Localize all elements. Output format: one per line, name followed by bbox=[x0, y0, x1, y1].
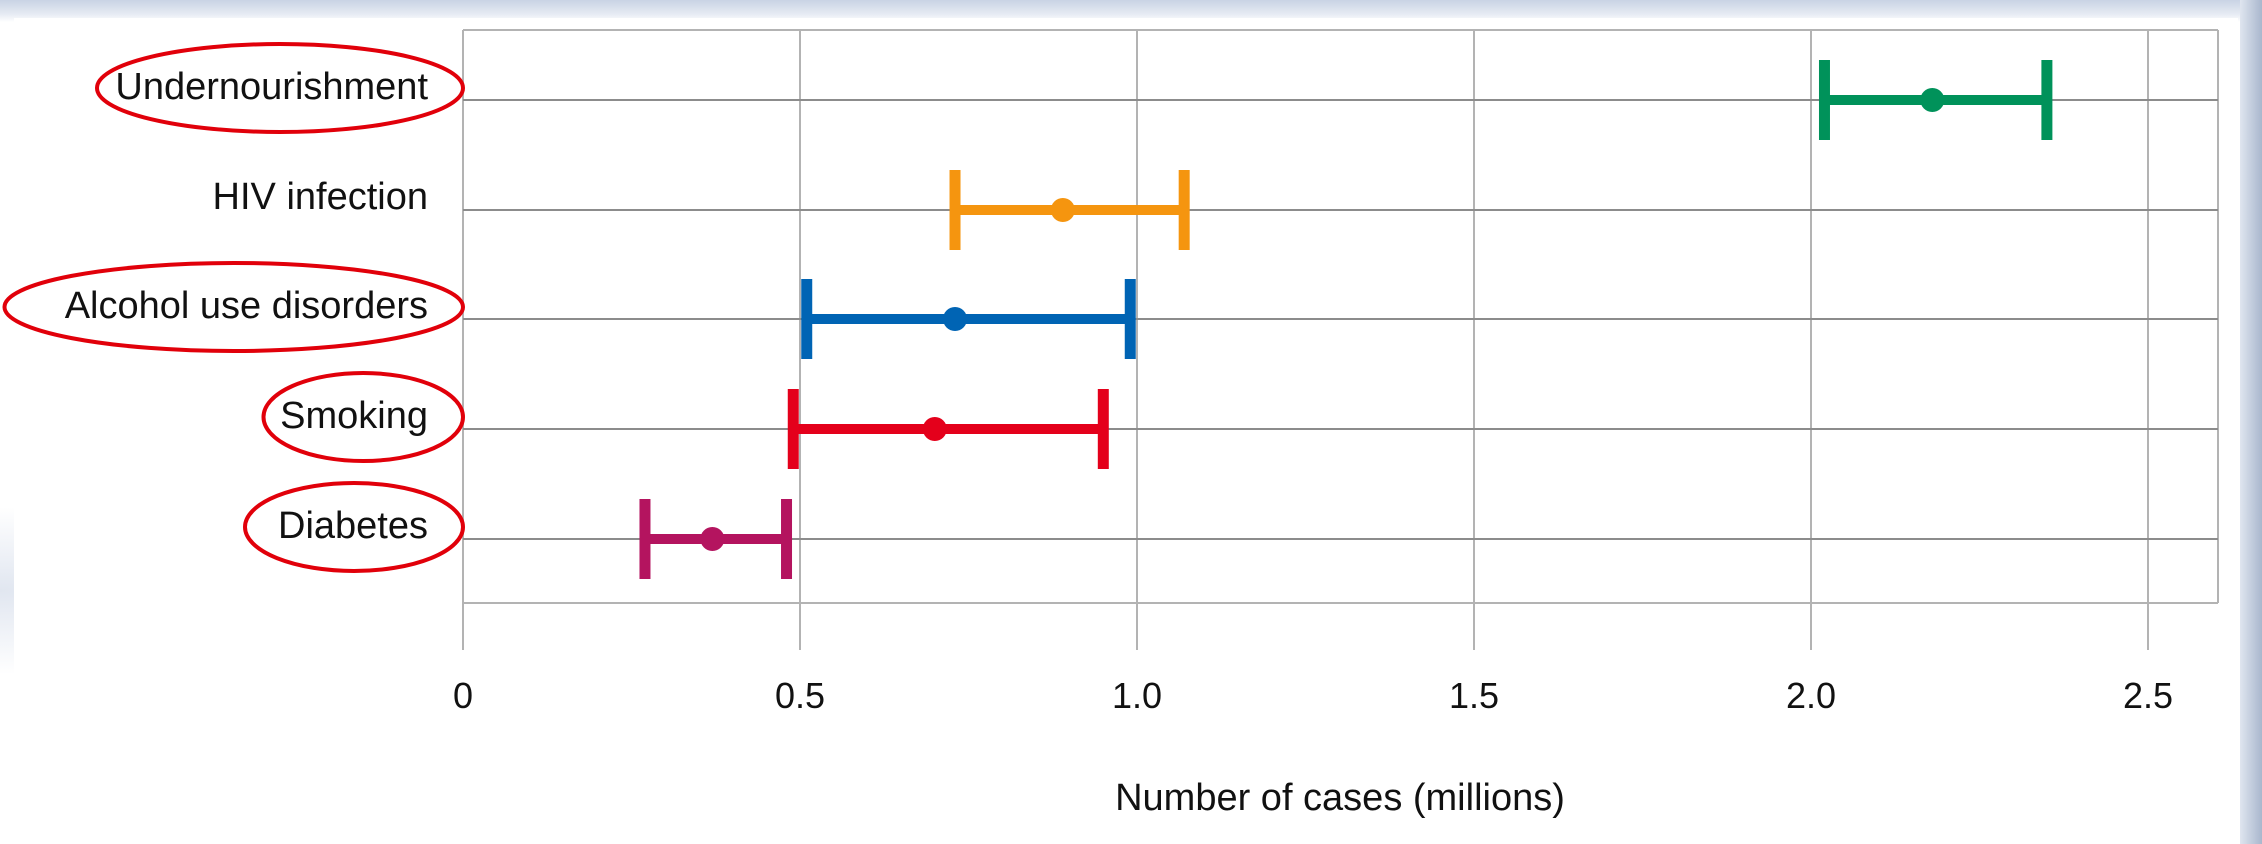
category-label: Undernourishment bbox=[115, 66, 428, 108]
annotation-circle bbox=[2, 261, 465, 353]
category-label: Alcohol use disorders bbox=[65, 285, 428, 327]
category-labels: Undernourishment HIV infection Alcohol use… bbox=[2, 42, 465, 573]
x-tick-label: 2.0 bbox=[1786, 675, 1836, 716]
category-label: Smoking bbox=[280, 395, 428, 437]
category-label: Diabetes bbox=[278, 505, 428, 547]
data-point bbox=[700, 527, 725, 551]
annotation-circle bbox=[261, 371, 465, 463]
x-tick-label: 1.5 bbox=[1449, 675, 1499, 716]
x-tick-label: 1.0 bbox=[1112, 675, 1162, 716]
data-point bbox=[1050, 198, 1075, 222]
data-marks bbox=[639, 60, 2053, 579]
x-axis-title: Number of cases (millions) bbox=[1115, 777, 1565, 819]
slide-edge-decoration bbox=[2240, 0, 2262, 844]
annotation-circle bbox=[95, 42, 465, 134]
x-tick-label: 0 bbox=[453, 675, 473, 716]
grid-layer bbox=[462, 29, 2219, 650]
data-point bbox=[1920, 88, 1945, 112]
x-tick-label: 0.5 bbox=[775, 675, 825, 716]
annotation-circle bbox=[243, 481, 465, 573]
category-label: HIV infection bbox=[213, 176, 428, 218]
x-tick-labels: 0 0.5 1.0 1.5 2.0 2.5 bbox=[453, 675, 2173, 716]
x-tick-label: 2.5 bbox=[2123, 675, 2173, 716]
chart-area bbox=[14, 18, 2238, 844]
data-point bbox=[922, 417, 947, 441]
data-point bbox=[943, 307, 968, 331]
